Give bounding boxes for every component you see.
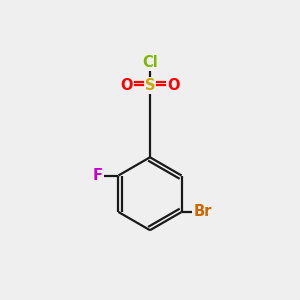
Text: Cl: Cl [142,55,158,70]
Text: O: O [120,78,133,93]
Text: F: F [93,168,103,183]
Text: Br: Br [194,205,212,220]
Text: S: S [145,78,155,93]
Text: O: O [167,78,180,93]
